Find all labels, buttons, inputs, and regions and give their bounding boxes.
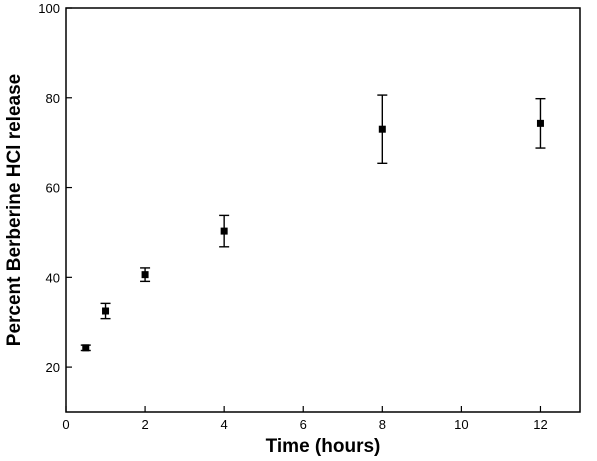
x-axis-title: Time (hours): [266, 436, 381, 457]
y-tick-label: 100: [38, 1, 60, 16]
data-point: [535, 97, 546, 149]
point-marker: [102, 307, 110, 315]
x-tick-label: 12: [533, 417, 547, 432]
ticks: 0 2 4 6 8 10 12 20 40 60 80 100: [38, 1, 547, 432]
point-marker: [82, 344, 90, 352]
y-tick-label: 20: [46, 360, 60, 375]
point-marker: [220, 227, 228, 235]
point-marker: [536, 119, 544, 127]
y-axis-title: Percent Berberine HCl release: [4, 74, 25, 346]
axes: [65, 7, 581, 413]
x-tick-label: 8: [379, 417, 386, 432]
data-point: [377, 94, 388, 165]
point-marker: [141, 271, 149, 279]
data-points: [80, 94, 546, 352]
y-tick-label: 40: [46, 270, 60, 285]
data-point: [140, 267, 151, 283]
data-point: [219, 214, 230, 248]
x-tick-label: 6: [300, 417, 307, 432]
y-tick-label: 60: [46, 181, 60, 196]
plot-frame: [65, 7, 581, 413]
x-tick-label: 4: [221, 417, 228, 432]
data-point: [80, 344, 91, 352]
data-point: [100, 302, 111, 320]
x-tick-label: 0: [62, 417, 69, 432]
x-tick-label: 2: [141, 417, 148, 432]
point-marker: [378, 125, 386, 133]
y-tick-label: 80: [46, 91, 60, 106]
x-tick-label: 10: [454, 417, 468, 432]
